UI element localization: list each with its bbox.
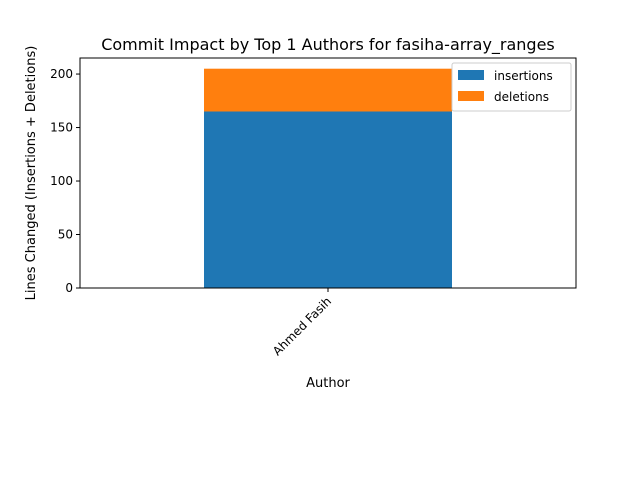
legend-label-deletions: deletions: [494, 90, 549, 104]
x-axis: Ahmed Fasih: [270, 288, 334, 358]
y-tick-label-1: 50: [58, 228, 73, 242]
x-tick-label-0: Ahmed Fasih: [270, 294, 334, 358]
legend-swatch-deletions: [458, 91, 484, 101]
y-axis: 0 50 100 150 200: [50, 67, 80, 295]
y-tick-label-0: 0: [65, 281, 73, 295]
legend-label-insertions: insertions: [494, 69, 553, 83]
x-axis-label: Author: [306, 376, 350, 391]
y-tick-label-4: 200: [50, 67, 73, 81]
y-tick-label-2: 100: [50, 174, 73, 188]
y-axis-label: Lines Changed (Insertions + Deletions): [24, 46, 39, 301]
plot-frame: [79, 57, 577, 289]
bar-insertions-0: [204, 111, 452, 288]
y-tick-label-3: 150: [50, 121, 73, 135]
legend: insertions deletions: [451, 62, 572, 112]
bar-deletions-0: [204, 68, 452, 112]
legend-swatch-insertions: [458, 70, 484, 80]
bars-layer: [204, 68, 452, 288]
chart-title: Commit Impact by Top 1 Authors for fasih…: [101, 35, 555, 55]
